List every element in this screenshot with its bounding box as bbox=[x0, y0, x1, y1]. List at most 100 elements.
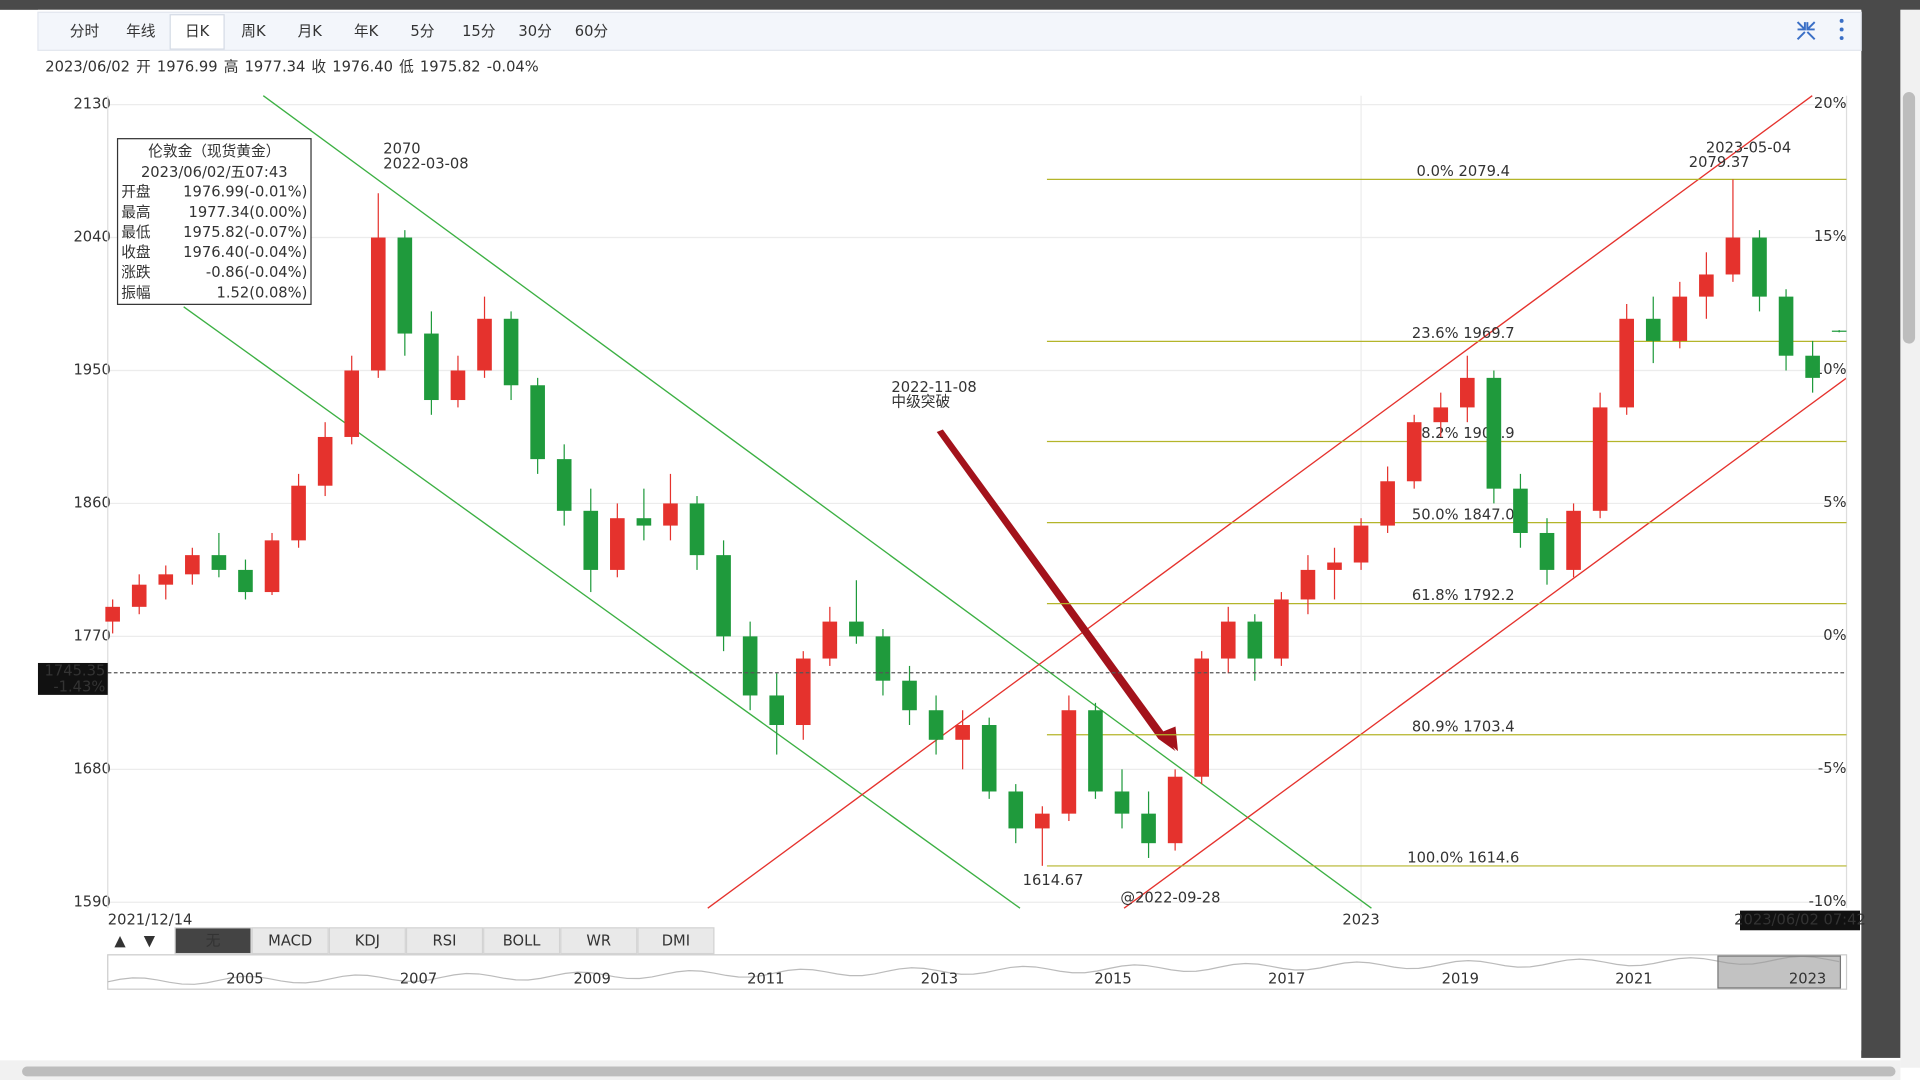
toolbar-tab[interactable]: 30分 bbox=[518, 23, 552, 40]
candle-body bbox=[1831, 330, 1847, 332]
candle-body bbox=[1274, 599, 1289, 659]
y2-tick-label: -5% bbox=[1818, 760, 1847, 777]
indicator-tab[interactable] bbox=[328, 927, 406, 955]
candle-body bbox=[716, 555, 731, 637]
toolbar-tab[interactable]: 月K bbox=[298, 23, 323, 40]
indicator-arrow[interactable]: ▲ bbox=[114, 932, 126, 949]
indicator-tab[interactable] bbox=[251, 927, 329, 955]
candle-body bbox=[1433, 407, 1449, 423]
toolbar-tab[interactable]: 年线 bbox=[126, 23, 156, 40]
tooltip-label: 开盘 bbox=[121, 183, 151, 201]
peak-value: 2079.37 bbox=[1689, 154, 1750, 171]
navigator-window[interactable] bbox=[1717, 955, 1842, 989]
tooltip-value: -0.86(-0.04%) bbox=[206, 264, 307, 281]
toolbar bbox=[37, 11, 1862, 51]
quote-text: -0.04% bbox=[487, 58, 539, 75]
candle-body bbox=[291, 485, 306, 541]
candle-body bbox=[1805, 355, 1820, 378]
trendlines bbox=[183, 95, 1847, 909]
peak-value: 1614.67 bbox=[1023, 872, 1084, 889]
indicator-arrow[interactable]: ▼ bbox=[144, 932, 156, 949]
candle-body bbox=[1353, 525, 1369, 563]
indicator-label[interactable]: KDJ bbox=[355, 932, 380, 949]
indicator-tab[interactable] bbox=[405, 927, 484, 955]
fib-label: 100.0% 1614.6 bbox=[1407, 850, 1519, 867]
indicator-label[interactable]: DMI bbox=[662, 932, 690, 949]
x-tick-label: 2023 bbox=[1342, 911, 1379, 928]
y-tick-label: 1860 bbox=[73, 494, 110, 511]
toolbar-tab[interactable]: 15分 bbox=[462, 23, 496, 40]
candle-body bbox=[503, 318, 519, 386]
y2-tick-label: -10% bbox=[1809, 893, 1847, 910]
crosshair-value: 1745.35 bbox=[45, 663, 106, 680]
toolbar-tab[interactable]: 60分 bbox=[575, 23, 609, 40]
tab-active[interactable] bbox=[169, 14, 225, 50]
candle-body bbox=[1327, 562, 1342, 570]
indicator-tab[interactable] bbox=[483, 927, 561, 955]
x-cursor-label: 2023/06/02 07:42 bbox=[1734, 911, 1866, 928]
candle-body bbox=[849, 621, 864, 637]
channel-line bbox=[707, 95, 1813, 909]
candle-body bbox=[1672, 296, 1688, 341]
h-scroll-thumb[interactable] bbox=[22, 1066, 1896, 1077]
fullscreen-icon[interactable] bbox=[1796, 21, 1816, 40]
navigator-year: 2005 bbox=[226, 970, 263, 987]
candle-body bbox=[822, 621, 838, 659]
toolbar-tab[interactable]: 周K bbox=[241, 23, 266, 40]
x-tick-label: 2021/12/14 bbox=[108, 911, 193, 928]
toolbar-tab[interactable]: 分时 bbox=[70, 23, 100, 40]
toolbar-icons[interactable] bbox=[1796, 18, 1844, 41]
candle-body bbox=[1619, 318, 1634, 408]
candle-body bbox=[1061, 710, 1077, 814]
candle-body bbox=[795, 658, 811, 726]
candle-body bbox=[264, 540, 280, 593]
candle-body bbox=[875, 636, 891, 681]
tooltip-label: 涨跌 bbox=[121, 264, 151, 281]
indicator-label[interactable]: WR bbox=[586, 932, 611, 949]
annotation: 中级突破 bbox=[891, 394, 950, 411]
v-scroll-thumb[interactable] bbox=[1902, 92, 1916, 344]
candle-body bbox=[397, 237, 413, 334]
candle-body bbox=[636, 518, 652, 526]
menu-dot[interactable] bbox=[1839, 36, 1844, 41]
y-tick-label: 1770 bbox=[73, 627, 110, 644]
menu-dot[interactable] bbox=[1839, 18, 1844, 23]
candle-body bbox=[450, 370, 466, 401]
indicator-label[interactable]: MACD bbox=[268, 932, 312, 949]
navigator[interactable] bbox=[107, 954, 1848, 990]
quote-text: 1976.40 bbox=[332, 58, 393, 75]
indicator-tab[interactable] bbox=[637, 927, 715, 955]
indicator-tab[interactable] bbox=[560, 927, 638, 955]
menu-dot[interactable] bbox=[1839, 27, 1844, 32]
candle-body bbox=[556, 459, 572, 511]
candle-body bbox=[928, 710, 944, 740]
toolbar-tab[interactable]: 年K bbox=[354, 23, 379, 40]
channel-line bbox=[183, 306, 1021, 909]
candle-body bbox=[663, 503, 678, 526]
crosshair-change: -1.43% bbox=[53, 679, 105, 696]
candle-body bbox=[1460, 377, 1475, 408]
candle-body bbox=[1300, 569, 1316, 600]
candle-body bbox=[1167, 776, 1183, 844]
tooltip-box bbox=[116, 138, 312, 305]
y-tick-label: 2040 bbox=[73, 229, 110, 246]
peak-date: 2023-05-04 bbox=[1706, 139, 1791, 156]
navigator-year: 2015 bbox=[1094, 970, 1131, 987]
quote-text: 1976.99 bbox=[157, 58, 218, 75]
candle-body bbox=[105, 606, 120, 622]
toolbar-tab[interactable]: 5分 bbox=[410, 23, 434, 40]
indicator-label[interactable]: RSI bbox=[433, 932, 457, 949]
indicator-label[interactable]: 无 bbox=[206, 932, 221, 949]
quote-text: 1977.34 bbox=[245, 58, 306, 75]
indicator-tab[interactable] bbox=[174, 927, 252, 955]
breakout-arrow bbox=[936, 429, 1176, 752]
tooltip-label: 最低 bbox=[121, 224, 151, 241]
indicator-label[interactable]: BOLL bbox=[503, 932, 542, 949]
tooltip-value: 1975.82(-0.07%) bbox=[183, 224, 307, 241]
candle-body bbox=[477, 318, 492, 371]
candle-body bbox=[424, 333, 439, 401]
toolbar-tab[interactable]: 日K bbox=[185, 23, 210, 40]
navigator-line bbox=[107, 955, 1840, 985]
